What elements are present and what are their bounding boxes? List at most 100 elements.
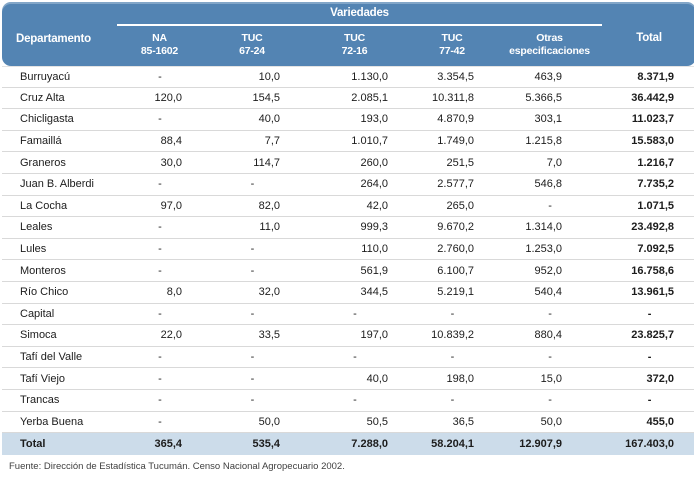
value-cell: 1.130,0	[302, 66, 407, 88]
value-cell: 8,0	[117, 282, 202, 304]
value-cell: -	[407, 390, 497, 412]
value-cell: 15,0	[497, 368, 603, 390]
total-cell: 23.825,7	[602, 325, 694, 347]
value-cell: 22,0	[117, 325, 202, 347]
total-cell: 455,0	[602, 412, 694, 434]
value-cell: 251,5	[407, 152, 497, 174]
department-cell: Yerba Buena	[2, 412, 117, 434]
table-row: Cruz Alta 120,0 154,5 2.085,1 10.311,8 5.366,…	[2, 88, 694, 110]
department-cell: Leales	[2, 217, 117, 239]
value-cell: -	[117, 217, 202, 239]
value-cell: 1.749,0	[407, 131, 497, 153]
table-row: Juan B. Alberdi - -264,0 2.577,7 546,8 7.735,…	[2, 174, 694, 196]
value-cell: 9.670,2	[407, 217, 497, 239]
value-cell: 1.314,0	[497, 217, 603, 239]
value-cell: 2.577,7	[407, 174, 497, 196]
value-cell: 33,5	[202, 325, 302, 347]
column-group-variedades: Variedades	[117, 2, 603, 26]
value-cell: -	[302, 304, 407, 326]
value-cell: 265,0	[407, 196, 497, 218]
column-header-tuc-77-42: TUC 77-42	[407, 26, 497, 66]
department-cell: Juan B. Alberdi	[2, 174, 117, 196]
value-cell: -	[117, 347, 202, 369]
value-cell: -	[117, 368, 202, 390]
column-header-tuc-67-24: TUC 67-24	[202, 26, 302, 66]
department-cell: Tafí Viejo	[2, 368, 117, 390]
value-cell: 303,1	[497, 109, 603, 131]
value-cell: 114,7	[202, 152, 302, 174]
department-cell: La Cocha	[2, 196, 117, 218]
value-cell: 50,0	[497, 412, 603, 434]
value-cell: 32,0	[202, 282, 302, 304]
value-cell: 12.907,9	[497, 433, 603, 456]
value-cell: -	[117, 304, 202, 326]
total-cell: 23.492,8	[602, 217, 694, 239]
total-cell: 36.442,9	[602, 88, 694, 110]
value-cell: 2.760,0	[407, 239, 497, 261]
value-cell: 58.204,1	[407, 433, 497, 456]
total-cell: 167.403,0	[602, 433, 694, 456]
value-cell: 10.839,2	[407, 325, 497, 347]
value-cell: -	[117, 260, 202, 282]
table-row: Yerba Buena -50,0 50,5 36,5 50,0 455,0	[2, 412, 694, 434]
value-cell: -	[117, 66, 202, 88]
column-header-otras-especificaciones: Otras especificaciones	[497, 26, 603, 66]
value-cell: 50,0	[202, 412, 302, 434]
value-cell: -	[202, 239, 302, 261]
value-cell: 42,0	[302, 196, 407, 218]
value-cell: 1.215,8	[497, 131, 603, 153]
total-cell: 1.071,5	[602, 196, 694, 218]
table-row: Simoca 22,0 33,5 197,0 10.839,2 880,4 23.825,7	[2, 325, 694, 347]
table-row: Tafí Viejo - -40,0 198,0 15,0 372,0	[2, 368, 694, 390]
total-cell: -	[602, 390, 694, 412]
value-cell: -	[202, 174, 302, 196]
value-cell: 540,4	[497, 282, 603, 304]
department-cell: Cruz Alta	[2, 88, 117, 110]
total-cell: 13.961,5	[602, 282, 694, 304]
value-cell: 82,0	[202, 196, 302, 218]
value-cell: 880,4	[497, 325, 603, 347]
total-cell: 8.371,9	[602, 66, 694, 88]
value-cell: 535,4	[202, 433, 302, 456]
value-cell: 7,0	[497, 152, 603, 174]
value-cell: -	[202, 260, 302, 282]
value-cell: 50,5	[302, 412, 407, 434]
value-cell: 264,0	[302, 174, 407, 196]
value-cell: 546,8	[497, 174, 603, 196]
table-row: Leales -11,0 999,3 9.670,2 1.314,0 23.492,8	[2, 217, 694, 239]
column-header-departamento: Departamento	[2, 2, 117, 66]
value-cell: 110,0	[302, 239, 407, 261]
value-cell: 7.288,0	[302, 433, 407, 456]
varieties-table: Departamento Variedades Total NA 85-1602 T…	[2, 2, 694, 456]
table-header: Departamento Variedades Total NA 85-1602 T…	[2, 2, 694, 66]
table-row: La Cocha 97,0 82,0 42,0 265,0-1.071,5	[2, 196, 694, 218]
subheader-row: NA 85-1602 TUC 67-24 TUC 72-16 TUC 77-42 Otras es…	[2, 26, 694, 66]
value-cell: 40,0	[202, 109, 302, 131]
total-cell: -	[602, 347, 694, 369]
value-cell: 88,4	[117, 131, 202, 153]
department-cell: Tafí del Valle	[2, 347, 117, 369]
column-header-total: Total	[602, 2, 694, 66]
table-row: Graneros 30,0 114,7 260,0 251,5 7,0 1.216,7	[2, 152, 694, 174]
value-cell: -	[202, 368, 302, 390]
value-cell: 97,0	[117, 196, 202, 218]
value-cell: 11,0	[202, 217, 302, 239]
department-cell: Chicligasta	[2, 109, 117, 131]
value-cell: 198,0	[407, 368, 497, 390]
value-cell: -	[202, 347, 302, 369]
value-cell: -	[202, 390, 302, 412]
total-cell: -	[602, 304, 694, 326]
total-row-label: Total	[2, 433, 117, 456]
value-cell: 30,0	[117, 152, 202, 174]
value-cell: 2.085,1	[302, 88, 407, 110]
total-cell: 7.735,2	[602, 174, 694, 196]
value-cell: 120,0	[117, 88, 202, 110]
value-cell: 36,5	[407, 412, 497, 434]
value-cell: 260,0	[302, 152, 407, 174]
total-cell: 372,0	[602, 368, 694, 390]
table-row: Río Chico 8,0 32,0 344,5 5.219,1 540,4 13.961,…	[2, 282, 694, 304]
total-cell: 7.092,5	[602, 239, 694, 261]
department-cell: Burruyacú	[2, 66, 117, 88]
value-cell: 154,5	[202, 88, 302, 110]
table-row: Trancas - - - - - -	[2, 390, 694, 412]
